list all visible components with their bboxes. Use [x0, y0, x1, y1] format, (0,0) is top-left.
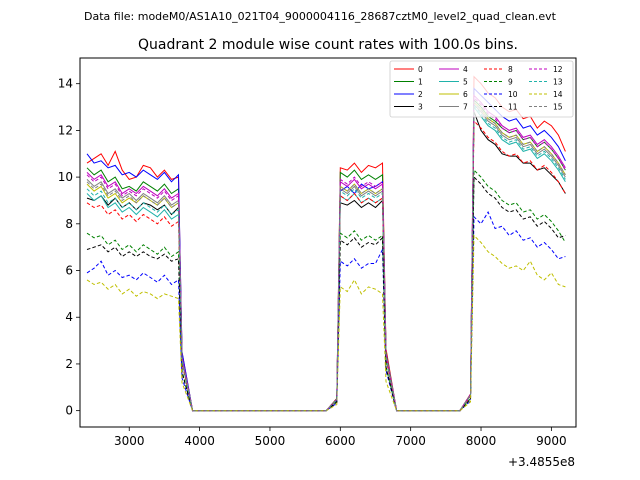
chart-suptitle: Data file: modeM0/AS1A10_021T04_90000041…	[84, 10, 557, 23]
x-tick-label: 4000	[184, 434, 215, 448]
x-tick-label: 7000	[395, 434, 426, 448]
legend-label: 12	[553, 65, 563, 74]
legend-label: 10	[508, 90, 518, 99]
y-tick-label: 8	[65, 217, 73, 231]
legend-label: 15	[553, 103, 563, 112]
legend-label: 11	[508, 103, 518, 112]
plot-frame	[79, 57, 577, 428]
series-line-10	[86, 211, 566, 412]
series-layer	[86, 75, 566, 412]
y-tick-label: 2	[65, 357, 73, 371]
legend-label: 2	[418, 90, 423, 99]
y-tick-label: 6	[65, 264, 73, 278]
x-tick-label: 5000	[255, 434, 286, 448]
x-tick-label: 6000	[325, 434, 356, 448]
legend-label: 0	[418, 65, 423, 74]
y-tick-label: 14	[58, 77, 73, 91]
legend-label: 13	[553, 78, 563, 87]
chart-title: Quadrant 2 module wise count rates with …	[138, 37, 518, 53]
y-tick-label: 10	[58, 170, 73, 184]
y-tick-label: 4	[65, 310, 73, 324]
y-tick-label: 0	[65, 404, 73, 418]
legend-label: 3	[418, 103, 423, 112]
x-tick-label: 9000	[536, 434, 567, 448]
x-axis: 3000 4000 5000 6000 7000 8000 9000	[114, 427, 567, 448]
legend-box	[389, 60, 574, 118]
y-axis: 0 2 4 6 8 10 12 14	[58, 77, 80, 418]
legend-label: 6	[463, 90, 468, 99]
legend-label: 4	[463, 65, 468, 74]
series-line-12	[86, 96, 566, 412]
series-line-11	[86, 175, 566, 412]
y-tick-label: 12	[58, 123, 73, 137]
legend-label: 8	[508, 65, 513, 74]
x-tick-label: 3000	[114, 434, 145, 448]
x-tick-label: 8000	[466, 434, 497, 448]
legend-label: 5	[463, 78, 468, 87]
legend-label: 14	[553, 90, 563, 99]
legend-label: 9	[508, 78, 513, 87]
legend-label: 1	[418, 78, 423, 87]
x-offset-text: +3.4855e8	[508, 455, 575, 469]
legend-label: 7	[463, 103, 468, 112]
